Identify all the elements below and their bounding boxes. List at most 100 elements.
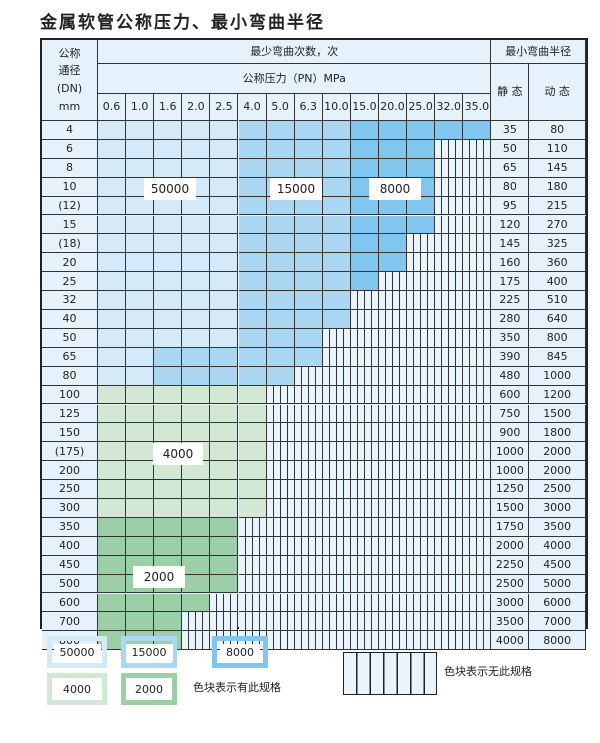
bend-count-cell	[126, 366, 155, 386]
bend-count-cell	[154, 196, 183, 216]
dynamic-radius-cell: 1500	[529, 404, 586, 424]
bend-count-cell	[154, 423, 183, 443]
bend-count-cell	[238, 423, 267, 443]
bend-count-cell	[210, 310, 239, 329]
unavailable-cell	[407, 272, 436, 292]
unavailable-cell	[379, 593, 408, 613]
unavailable-cell	[294, 366, 323, 386]
static-header: 静 态	[491, 64, 530, 121]
bend-count-cell	[98, 291, 127, 310]
unavailable-cell	[379, 480, 408, 499]
bend-count-cell	[210, 328, 239, 348]
static-radius-cell: 1000	[491, 442, 530, 462]
bend-count-cell	[126, 536, 155, 556]
unavailable-cell	[379, 366, 408, 386]
bend-count-cell	[182, 385, 211, 405]
bend-count-cell	[238, 385, 267, 405]
bend-count-cell	[182, 499, 211, 518]
bend-count-cell	[98, 158, 127, 178]
dynamic-radius-cell: 845	[529, 347, 586, 367]
pressure-col-header: 1.6	[154, 94, 183, 121]
unavailable-cell	[407, 442, 436, 462]
unavailable-cell	[463, 517, 492, 537]
unavailable-cell	[463, 631, 492, 651]
unavailable-cell	[322, 461, 351, 481]
bend-count-cell	[379, 139, 408, 159]
bend-count-cell	[154, 291, 183, 310]
dynamic-radius-cell: 5000	[529, 574, 586, 594]
unavailable-cell	[238, 574, 267, 594]
unavailable-cell	[294, 536, 323, 556]
unavailable-cell	[322, 593, 351, 613]
static-radius-cell: 480	[491, 366, 530, 386]
unavailable-cell	[350, 461, 379, 481]
bend-count-cell	[154, 121, 183, 140]
bend-count-cell	[126, 139, 155, 159]
unavailable-cell	[350, 517, 379, 537]
dynamic-radius-cell: 640	[529, 310, 586, 329]
dn-cell: 6	[42, 139, 98, 159]
dynamic-radius-cell: 4500	[529, 555, 586, 575]
unavailable-cell	[322, 499, 351, 518]
unavailable-cell	[407, 574, 436, 594]
spec-table: 公称 通径 (DN) mm 最少弯曲次数，次 最小弯曲半径 公称压力（PN）MPa 静 …	[40, 38, 588, 651]
bend-count-cell	[210, 215, 239, 235]
bend-count-cell	[210, 347, 239, 367]
bend-count-cell	[126, 272, 155, 292]
unavailable-cell	[266, 442, 295, 462]
dn-cell: 8	[42, 158, 98, 178]
static-radius-cell: 900	[491, 423, 530, 443]
unavailable-cell	[435, 423, 464, 443]
bend-count-cell	[266, 366, 295, 386]
unavailable-cell	[435, 480, 464, 499]
bend-count-cell	[294, 215, 323, 235]
unavailable-cell	[294, 480, 323, 499]
bend-count-cell	[126, 347, 155, 367]
bend-count-cell	[154, 366, 183, 386]
unavailable-cell	[407, 366, 436, 386]
bend-count-cell	[407, 215, 436, 235]
dynamic-radius-cell: 2000	[529, 461, 586, 481]
bend-count-cell	[182, 253, 211, 273]
unavailable-cell	[322, 555, 351, 575]
bend-count-cell	[322, 121, 351, 140]
dynamic-radius-cell: 400	[529, 272, 586, 292]
unavailable-cell	[379, 442, 408, 462]
bend-count-cell	[350, 215, 379, 235]
unavailable-cell	[435, 328, 464, 348]
legend-unavailable-swatch	[343, 652, 437, 695]
unavailable-cell	[350, 499, 379, 518]
dynamic-radius-cell: 1800	[529, 423, 586, 443]
unavailable-cell	[266, 536, 295, 556]
pressure-col-header: 10.0	[322, 94, 351, 121]
unavailable-cell	[322, 631, 351, 651]
unavailable-cell	[463, 234, 492, 254]
legend-label: 15000	[125, 643, 173, 661]
unavailable-cell	[463, 574, 492, 594]
bend-count-cell	[210, 536, 239, 556]
unavailable-cell	[407, 555, 436, 575]
unavailable-cell	[435, 499, 464, 518]
unavailable-cell	[379, 536, 408, 556]
unavailable-cell	[322, 328, 351, 348]
unavailable-cell	[435, 272, 464, 292]
bend-count-cell	[322, 139, 351, 159]
dn-cell: 100	[42, 385, 98, 405]
dn-cell: 600	[42, 593, 98, 613]
bend-count-cell	[126, 480, 155, 499]
bend-count-cell	[238, 404, 267, 424]
bend-count-cell	[126, 328, 155, 348]
bend-count-cell	[238, 234, 267, 254]
pressure-col-header: 5.0	[266, 94, 295, 121]
pressure-col-header: 20.0	[379, 94, 408, 121]
unavailable-cell	[407, 291, 436, 310]
bend-count-cell	[266, 347, 295, 367]
unavailable-cell	[435, 517, 464, 537]
unavailable-cell	[294, 631, 323, 651]
unavailable-cell	[379, 385, 408, 405]
bend-count-cell	[350, 139, 379, 159]
bend-count-cell	[322, 196, 351, 216]
bend-count-cell	[126, 215, 155, 235]
unavailable-cell	[238, 536, 267, 556]
unavailable-cell	[435, 139, 464, 159]
